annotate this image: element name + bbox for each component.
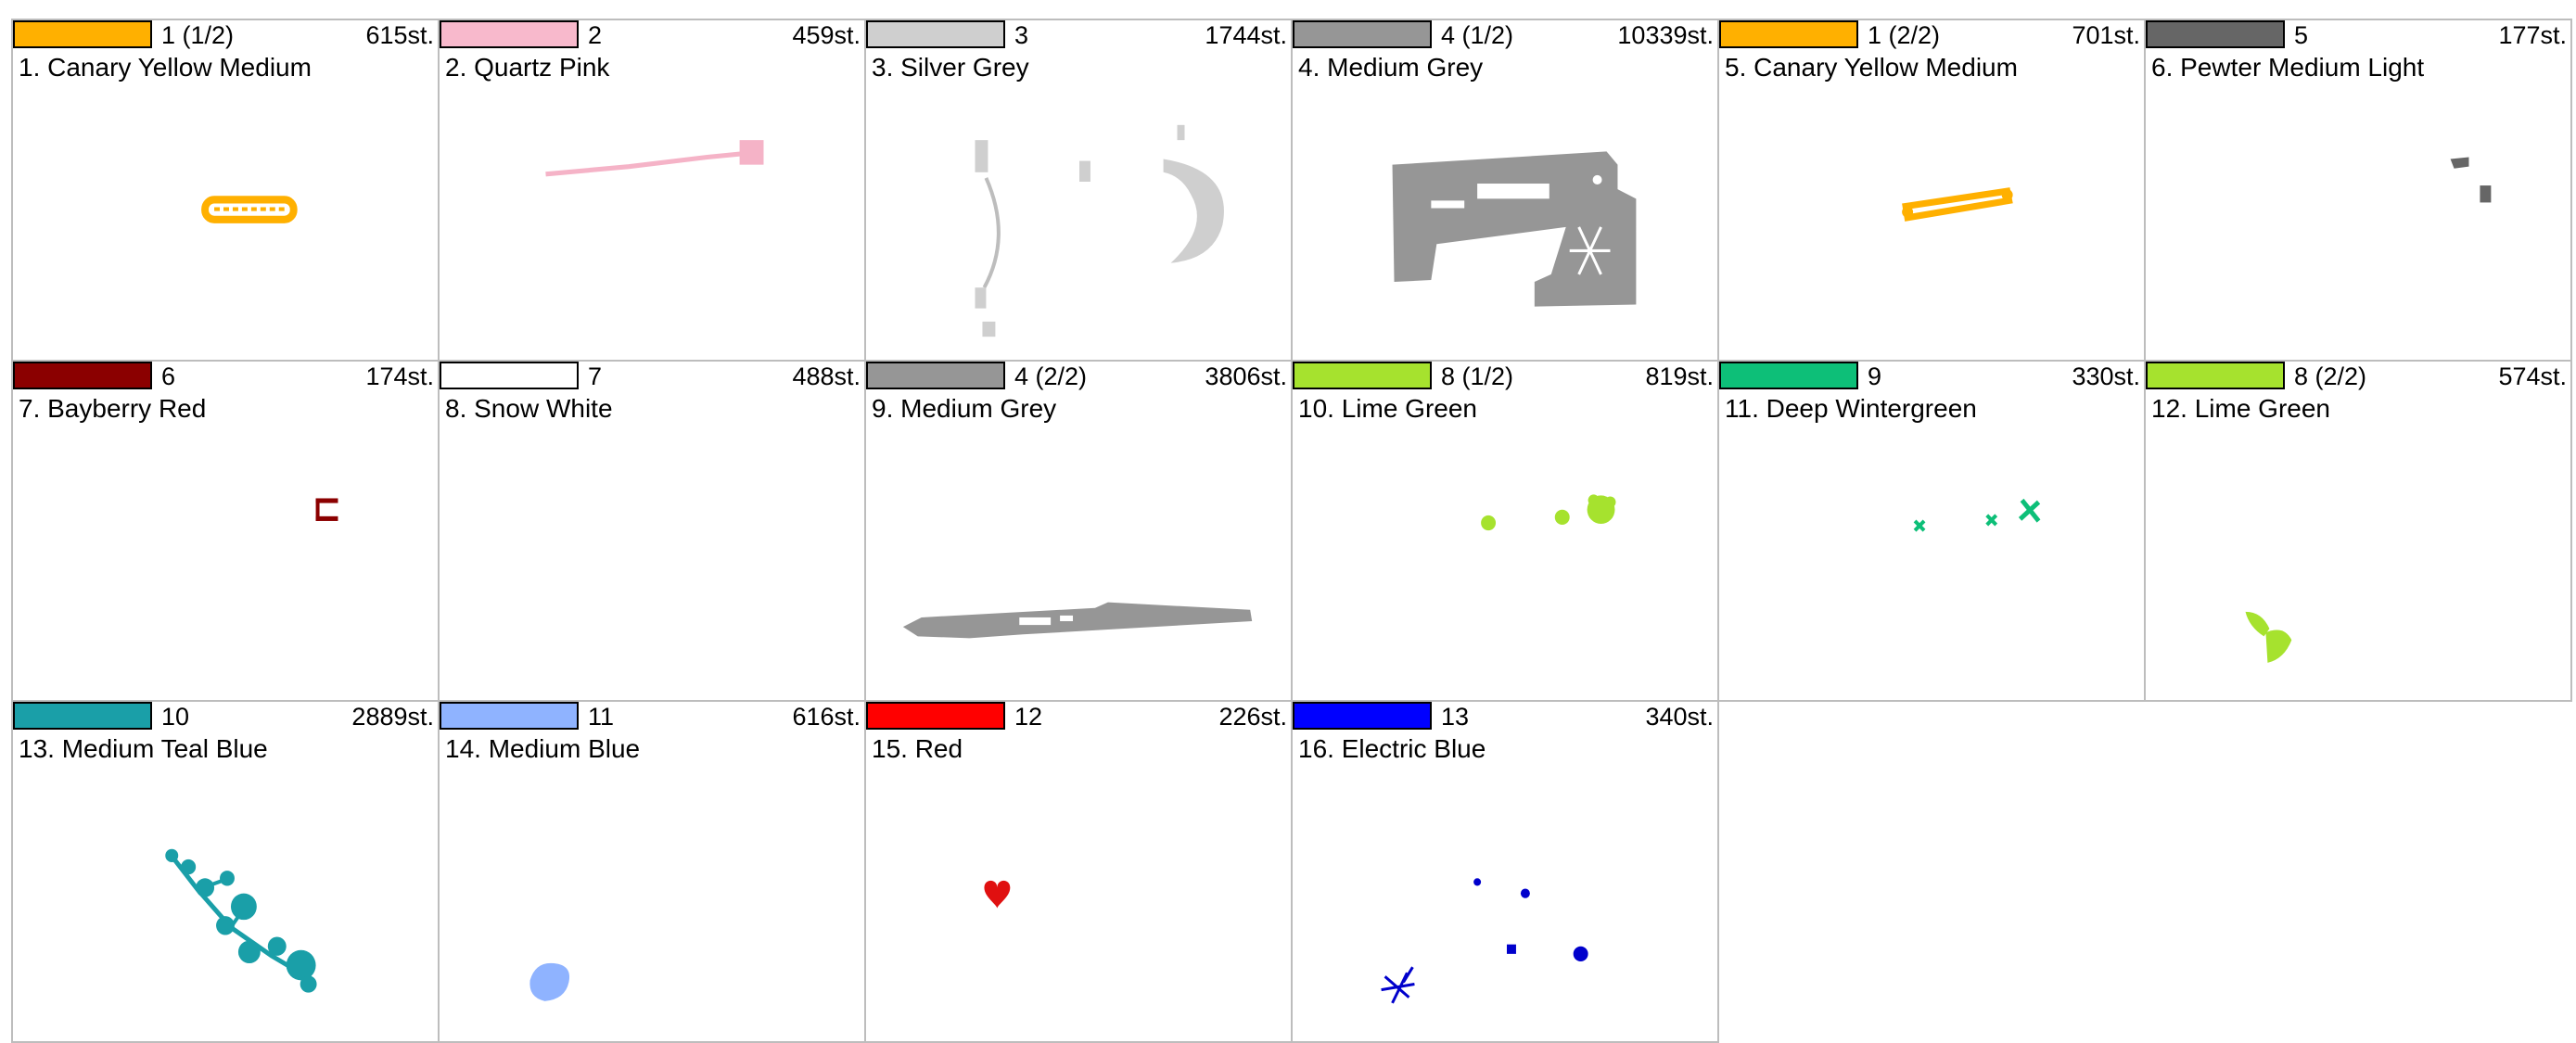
thread-name: 3. Silver Grey [872,53,1029,82]
thread-number: 10 [161,703,190,731]
thread-number: 6 [161,362,176,390]
thread-number: 8 (1/2) [1441,362,1514,390]
color-block-cell[interactable]: 9 330st. 11. Deep Wintergreen [1719,361,2146,703]
stitch-count: 574st. [2498,362,2567,390]
color-block-cell[interactable]: 4 (1/2) 10339st. 4. Medium Grey [1293,20,1719,362]
stitch-count: 226st. [1218,703,1287,731]
color-block-cell[interactable]: 2 459st. 2. Quartz Pink [440,20,866,362]
thread-name: 11. Deep Wintergreen [1725,393,1977,423]
color-block-cell[interactable]: 11 616st. 14. Medium Blue [440,702,866,1043]
thread-name: 15. Red [872,734,963,764]
color-block-cell[interactable]: 1 (1/2) 615st. 1. Canary Yellow Medium [13,20,440,362]
thread-number: 13 [1441,703,1470,731]
color-block-cell[interactable]: 1 (2/2) 701st. 5. Canary Yellow Medium [1719,20,2146,362]
thread-name: 8. Snow White [445,393,613,423]
thread-number: 7 [588,362,603,390]
stitch-count: 10339st. [1617,21,1714,49]
thread-name: 1. Canary Yellow Medium [19,53,312,82]
thread-number: 9 [1868,362,1882,390]
color-swatch [866,702,1005,731]
thread-number: 3 [1014,21,1029,49]
color-swatch [866,20,1005,48]
thread-name: 4. Medium Grey [1298,53,1484,82]
thread-color-grid: 1 (1/2) 615st. 1. Canary Yellow Medium 2… [11,19,2572,1043]
thread-number: 2 [588,21,603,49]
thread-number: 4 (2/2) [1014,362,1088,390]
sewing-machine-icon [1392,151,1637,307]
color-block-cell[interactable]: 7 488st. 8. Snow White [440,361,866,703]
color-block-cell[interactable]: 8 (2/2) 574st. 12. Lime Green [2146,361,2572,703]
sewing-machine-details-icon [975,124,1224,337]
thread-name: 10. Lime Green [1298,393,1477,423]
stitch-count: 340st. [1645,703,1714,731]
color-swatch [13,702,152,731]
thread-name: 14. Medium Blue [445,734,641,764]
thread-number: 5 [2294,21,2309,49]
color-swatch [1719,20,1858,48]
stitch-count: 177st. [2498,21,2567,49]
thread-name: 13. Medium Teal Blue [19,734,268,764]
stitch-count: 616st. [792,703,861,731]
red-marks-icon [315,498,338,521]
stitch-count: 459st. [792,21,861,49]
thread-name: 9. Medium Grey [872,393,1057,423]
color-swatch [1293,361,1432,389]
color-swatch [866,361,1005,389]
color-block-cell[interactable]: 6 174st. 7. Bayberry Red [13,361,440,703]
color-swatch [13,20,152,48]
machine-base-icon [902,602,1253,639]
color-swatch [2146,20,2285,48]
color-block-cell[interactable]: 13 340st. 16. Electric Blue [1293,702,1719,1043]
yellow-outline-icon [1902,187,2013,222]
thread-number: 12 [1014,703,1043,731]
thread-name: 16. Electric Blue [1298,734,1486,764]
pewter-marks-icon [2450,157,2492,203]
color-swatch [1719,361,1858,389]
color-block-cell[interactable]: 10 2889st. 13. Medium Teal Blue [13,702,440,1043]
thread-name: 12. Lime Green [2151,393,2330,423]
thread-number: 1 (1/2) [161,21,235,49]
thread-number: 8 (2/2) [2294,362,2367,390]
blank-icon [440,426,864,701]
color-swatch [440,20,579,48]
thread-number: 4 (1/2) [1441,21,1514,49]
stitch-count: 2889st. [351,703,434,731]
empty-area [1719,702,2572,1043]
flower-branch-icon [165,849,317,993]
color-swatch [440,361,579,389]
thread-name: 7. Bayberry Red [19,393,207,423]
stitch-count: 3806st. [1205,362,1287,390]
lime-dots-icon [1481,494,1616,530]
color-block-cell[interactable]: 4 (2/2) 3806st. 9. Medium Grey [866,361,1293,703]
color-swatch [1293,20,1432,48]
wintergreen-crosses-icon [1913,498,2041,532]
heart-icon [984,881,1011,909]
leaf-icon [2245,611,2292,663]
thread-name: 2. Quartz Pink [445,53,610,82]
color-swatch [13,361,152,389]
color-swatch [1293,702,1432,731]
color-block-cell[interactable]: 3 1744st. 3. Silver Grey [866,20,1293,362]
stitch-count: 488st. [792,362,861,390]
stitch-count: 1744st. [1205,21,1287,49]
stitch-count: 701st. [2072,21,2140,49]
stitch-count: 330st. [2072,362,2140,390]
thread-name: 5. Canary Yellow Medium [1725,53,2018,82]
stitch-count: 615st. [365,21,434,49]
thread-number: 11 [588,703,615,731]
thread-number: 1 (2/2) [1868,21,1941,49]
color-block-cell[interactable]: 8 (1/2) 819st. 10. Lime Green [1293,361,1719,703]
color-swatch [2146,361,2285,389]
color-swatch [440,702,579,731]
color-block-cell[interactable]: 12 226st. 15. Red [866,702,1293,1043]
thread-name: 6. Pewter Medium Light [2151,53,2425,82]
blue-dots-icon [1381,878,1588,1004]
pink-strand-icon [545,140,764,177]
yellow-tube-icon [201,196,298,223]
color-block-cell[interactable]: 5 177st. 6. Pewter Medium Light [2146,20,2572,362]
stitch-count: 174st. [365,362,434,390]
blue-blob-icon [529,963,570,1002]
stitch-count: 819st. [1645,362,1714,390]
